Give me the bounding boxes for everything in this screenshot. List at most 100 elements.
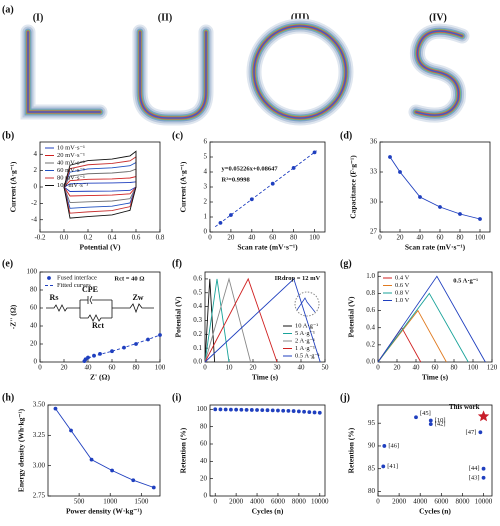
marker [286,408,291,413]
plot-frame [209,404,326,497]
point-label: [41] [387,463,398,470]
y-tick-label: 33 [370,168,378,176]
x-tick-label: 0 [208,234,212,242]
y-tick-label: 20 [200,474,208,482]
y-tick-label: -2 [31,199,37,207]
x-tick-label: -0.2 [34,234,46,242]
legend-label: 2 A·g⁻¹ [295,337,315,344]
x-tick-label: 6000 [434,498,449,506]
point-label: [46] [388,442,399,449]
x-tick-label: 60 [109,364,117,372]
x-tick-label: 0.6 [132,234,141,242]
series-name: This work [449,403,480,411]
x-tick-label: 80 [451,364,459,372]
y-axis-label: Retention (%) [347,427,356,473]
marker [131,478,136,483]
x-tick-label: 1000 [103,498,118,506]
marker [249,197,254,202]
marker [110,468,114,473]
chart: (h) 500 1000 1500 2.75 3.00 3.25 3.50 Power dens… [2,392,161,516]
x-tick-label: 40 [85,364,93,372]
y-tick-label: 27 [370,228,378,236]
y-tick-label: 90 [368,442,376,450]
marker [291,409,296,413]
panel-label: (f) [172,258,182,269]
marker [281,408,286,413]
marker [255,408,259,412]
x-tick-label: 0 [376,364,380,372]
x-tick-label: 6000 [271,498,286,506]
inset-trace [296,297,316,313]
y-tick-label: 80 [368,487,376,495]
plot-frame [39,271,161,363]
marker [151,485,156,490]
marker [276,408,280,413]
annotation: y=0.05226x+0.08647 [222,165,279,172]
fiber-layer [22,26,106,118]
marker [382,444,387,448]
fiber-layer [20,24,108,120]
x-tick-label: 0.0 [60,234,69,242]
y-tick-label: 6 [204,138,208,146]
circuit-label: Rct [92,321,104,330]
fibers [20,18,470,126]
legend-label: 1 A·g⁻¹ [295,345,315,352]
y-tick-label: 4 [204,168,208,176]
y-axis-label: Potential (V) [174,296,183,338]
y-tick-label: 1 [204,213,208,221]
marker [398,170,402,174]
y-tick-label: 0.2 [366,340,375,348]
y-tick-label: 40 [30,322,38,330]
legend-label: 20 mV·s⁻¹ [57,152,85,159]
circuit-label: Zw [132,293,143,302]
legend-label: 0.5 A·g⁻¹ [295,352,320,359]
fiber-layer [24,28,104,116]
marker [244,407,249,412]
x-tick-label: 0.4 [108,234,117,242]
x-tick-label: 0.8 [156,234,165,242]
fiber-label: (III) [291,12,309,23]
chart: (j) 0 2000 4000 6000 8000 10000 80 85 90 95 Cycles … [340,392,493,515]
marker [110,349,114,354]
x-tick-label: 8000 [455,498,470,506]
series-line [55,408,154,488]
x-tick-label: 10 [226,364,234,372]
y-tick-label: 0.4 [193,302,202,310]
fiber-label: (II) [158,12,172,23]
x-axis-label: Scan rate (mV·s⁻¹) [405,243,466,252]
legend-label: 1.0 V [395,297,410,304]
marker [53,406,58,411]
y-tick-label: 0.0 [366,358,375,366]
fiber-label: (IV) [429,12,447,23]
y-axis-label: Current (A·g⁻¹) [9,161,18,212]
y-tick-label: 0.8 [366,289,375,297]
x-tick-label: 10000 [475,498,493,506]
marker [478,430,483,435]
legend-label: 100 mV·s⁻¹ [57,182,88,189]
x-axis-label: Time (s) [252,373,279,382]
marker [229,213,233,217]
panel-label: (c) [172,130,183,141]
x-tick-label: 0 [38,364,42,372]
point-label: [45] [420,410,431,417]
series-line [377,309,447,363]
annotation: IRdrop = 12 mV [275,275,321,282]
legend-label: 5 A·g⁻¹ [295,330,315,337]
marker [428,418,433,423]
marker [438,205,442,209]
plot-frame [377,404,493,497]
x-tick-label: 2000 [229,498,244,506]
y-tick-label: 85 [368,464,376,472]
y-tick-label: 0.4 [366,323,375,331]
marker [218,407,223,412]
x-axis-label: Time (s) [422,373,449,382]
marker [307,410,312,415]
marker [69,428,73,433]
annotation: Rct = 40 Ω [114,276,144,283]
x-tick-label: 4000 [413,498,428,506]
circuit-label: CPE [82,285,98,294]
y-tick-label: 100 [27,268,38,276]
marker [478,217,482,221]
y-tick-label: 0 [34,183,38,191]
